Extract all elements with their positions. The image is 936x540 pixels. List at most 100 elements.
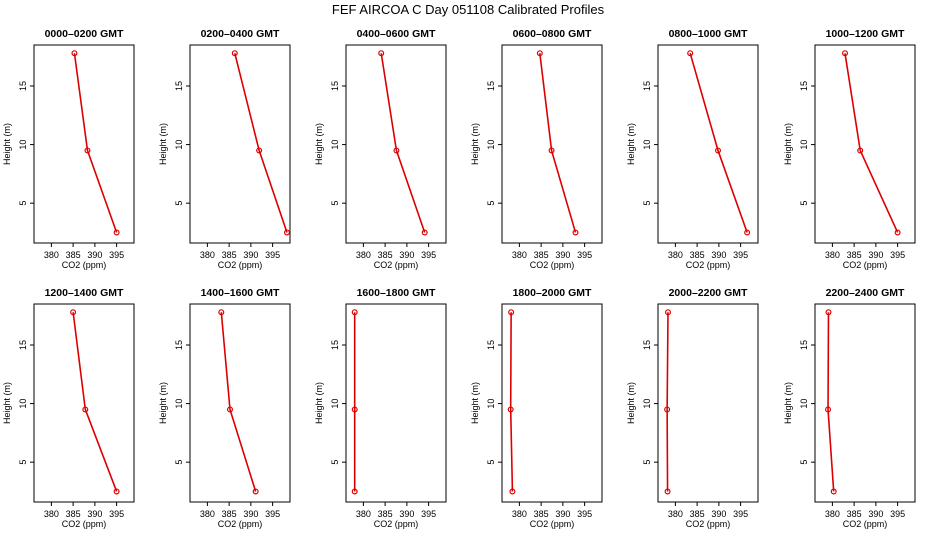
data-point (256, 147, 263, 154)
x-tick-label: 390 (87, 250, 102, 260)
data-point (351, 309, 358, 316)
x-tick-label: 395 (890, 509, 905, 519)
x-tick-label: 385 (534, 250, 549, 260)
panel-9: 1800–2000 GMT 380 385 390 395 5 10 15 CO2 (ppm) H… (470, 287, 603, 529)
panels-grid: 0000–0200 GMT 380 385 390 395 5 10 15 CO2 (ppm) H… (2, 28, 916, 529)
x-tick-label: 380 (356, 509, 371, 519)
x-tick-label: 380 (512, 250, 527, 260)
plot-frame (33, 44, 135, 244)
data-point (664, 488, 671, 495)
panel-title: 1400–1600 GMT (201, 287, 280, 299)
x-tick-label: 390 (87, 509, 102, 519)
y-tick-label: 15 (174, 81, 184, 91)
x-tick-label: 395 (890, 250, 905, 260)
plot-frame (657, 44, 759, 244)
x-tick-label: 385 (66, 250, 81, 260)
x-tick-label: 380 (512, 509, 527, 519)
x-tick-label: 380 (200, 250, 215, 260)
x-tick-label: 390 (399, 509, 414, 519)
data-point (894, 229, 901, 236)
y-tick-label: 5 (486, 460, 496, 465)
data-point (227, 406, 234, 413)
x-tick-label: 390 (868, 509, 883, 519)
y-tick-label: 5 (642, 201, 652, 206)
x-axis-label: CO2 (ppm) (374, 519, 419, 529)
data-point (714, 147, 721, 154)
y-tick-label: 15 (18, 81, 28, 91)
x-tick-label: 395 (265, 250, 280, 260)
panel-title: 1600–1800 GMT (357, 287, 436, 299)
y-tick-label: 10 (330, 399, 340, 409)
x-tick-label: 385 (378, 509, 393, 519)
y-tick-label: 15 (642, 81, 652, 91)
profile-line (380, 53, 426, 233)
plot-frame (345, 303, 447, 503)
x-tick-label: 385 (690, 509, 705, 519)
data-point (393, 147, 400, 154)
data-point (421, 229, 428, 236)
y-tick-label: 5 (330, 460, 340, 465)
data-point (113, 229, 120, 236)
data-point (231, 50, 238, 57)
x-tick-label: 380 (200, 509, 215, 519)
data-point (218, 309, 225, 316)
x-axis-label: CO2 (ppm) (843, 260, 888, 270)
y-axis-label: Height (m) (2, 382, 12, 424)
data-point (548, 147, 555, 154)
x-axis-label: CO2 (ppm) (374, 260, 419, 270)
x-tick-label: 385 (66, 509, 81, 519)
x-tick-label: 380 (44, 250, 59, 260)
panel-title: 2000–2200 GMT (669, 287, 748, 299)
panel-11: 2200–2400 GMT 380 385 390 395 5 10 15 CO2 (ppm) H… (783, 287, 916, 529)
x-tick-label: 380 (825, 509, 840, 519)
plot-frame (189, 44, 291, 244)
y-axis-label: Height (m) (783, 123, 793, 165)
x-tick-label: 395 (109, 250, 124, 260)
x-axis-label: CO2 (ppm) (218, 260, 263, 270)
panel-8: 1600–1800 GMT 380 385 390 395 5 10 15 CO2 (ppm) H… (314, 287, 447, 529)
x-tick-label: 380 (356, 250, 371, 260)
panel-title: 0000–0200 GMT (45, 28, 124, 40)
x-axis-label: CO2 (ppm) (686, 260, 731, 270)
y-tick-label: 10 (330, 140, 340, 150)
profile-line (666, 312, 669, 492)
y-tick-label: 10 (174, 399, 184, 409)
data-point (252, 488, 259, 495)
plot-frame (657, 303, 759, 503)
data-point (536, 50, 543, 57)
panel-5: 1000–1200 GMT 380 385 390 395 5 10 15 CO2 (ppm) H… (783, 28, 916, 270)
data-point (572, 229, 579, 236)
x-tick-label: 385 (222, 509, 237, 519)
x-tick-label: 385 (847, 250, 862, 260)
y-axis-label: Height (m) (470, 382, 480, 424)
data-point (351, 488, 358, 495)
panel-title: 0400–0600 GMT (357, 28, 436, 40)
plot-frame (345, 44, 447, 244)
y-tick-label: 10 (486, 140, 496, 150)
y-tick-label: 15 (18, 340, 28, 350)
x-axis-label: CO2 (ppm) (686, 519, 731, 529)
data-point (830, 488, 837, 495)
profile-line (844, 53, 899, 233)
y-tick-label: 15 (486, 340, 496, 350)
y-tick-label: 5 (174, 201, 184, 206)
x-tick-label: 390 (868, 250, 883, 260)
y-axis-label: Height (m) (783, 382, 793, 424)
profile-line (827, 312, 835, 492)
x-tick-label: 385 (534, 509, 549, 519)
plot-frame (501, 303, 603, 503)
y-axis-label: Height (m) (158, 123, 168, 165)
y-axis-label: Height (m) (314, 123, 324, 165)
y-axis-label: Height (m) (158, 382, 168, 424)
profile-line (539, 53, 577, 233)
profile-line (220, 312, 257, 492)
y-tick-label: 5 (174, 460, 184, 465)
data-point (841, 50, 848, 57)
y-tick-label: 10 (642, 399, 652, 409)
data-point (351, 406, 358, 413)
x-tick-label: 390 (555, 250, 570, 260)
profile-line (689, 52, 748, 233)
data-point (71, 50, 78, 57)
y-tick-label: 15 (642, 340, 652, 350)
y-tick-label: 15 (799, 81, 809, 91)
